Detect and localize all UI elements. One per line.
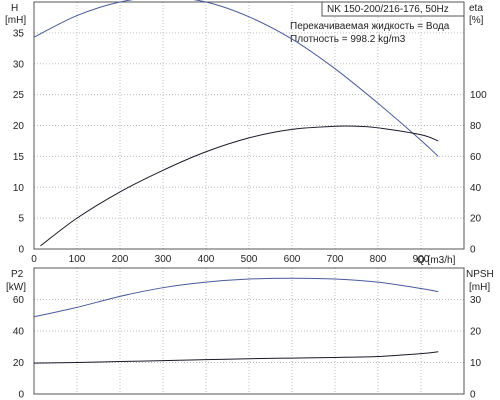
head-axis-unit: [mH] [5, 15, 26, 26]
efficiency-curve [40, 125, 439, 247]
right-tick-label: 20 [470, 327, 482, 338]
right-tick-label: 80 [470, 121, 482, 132]
model-label-box [321, 1, 465, 17]
power-axis-unit: [kW] [6, 282, 26, 293]
npsh-axis-unit: [mH] [469, 282, 490, 293]
left-tick-label: 0 [18, 390, 24, 400]
right-tick-label: 60 [470, 152, 482, 163]
eta-axis-unit: [%] [469, 15, 484, 26]
left-tick-label: 25 [13, 90, 25, 101]
x-tick-label: 700 [327, 254, 344, 265]
left-tick-label: 30 [13, 59, 25, 70]
x-tick-label: 900 [413, 254, 430, 265]
right-tick-label: 40 [470, 183, 482, 194]
model-label: NK 150-200/216-176, 50Hz [327, 4, 449, 15]
left-tick-label: 15 [13, 152, 25, 163]
x-tick-label: 800 [370, 254, 387, 265]
x-tick-label: 0 [31, 254, 37, 265]
x-tick-label: 100 [69, 254, 86, 265]
head-curve [33, 0, 439, 157]
eta-axis-title: eta [469, 3, 483, 14]
x-tick-label: 600 [284, 254, 301, 265]
x-tick-label: 400 [198, 254, 215, 265]
left-tick-label: 5 [18, 214, 24, 225]
npsh-axis-title: NPSH [466, 269, 494, 280]
series-layer [33, 0, 439, 364]
left-tick-label: 35 [13, 28, 25, 39]
x-tick-label: 200 [112, 254, 129, 265]
power-axis-title: P2 [11, 269, 24, 280]
npsh-curve [33, 351, 439, 364]
power-curve [33, 277, 439, 318]
left-tick-label: 60 [13, 295, 25, 306]
bottom-plot-frame [33, 267, 465, 395]
left-tick-label: 20 [13, 358, 25, 369]
liquid-label: Перекачиваемая жидкость = Вода [290, 21, 450, 32]
grid-layer [34, 2, 464, 394]
left-tick-label: 0 [18, 245, 24, 256]
head-axis-title: H [11, 3, 18, 14]
left-tick-label: 40 [13, 327, 25, 338]
left-tick-label: 20 [13, 121, 25, 132]
flow-axis-title: Q [m3/h] [417, 255, 456, 266]
left-tick-label: 10 [13, 183, 25, 194]
right-tick-label: 30 [470, 295, 482, 306]
right-tick-label: 0 [470, 245, 476, 256]
right-tick-label: 0 [470, 390, 476, 400]
right-tick-label: 100 [470, 90, 487, 101]
x-tick-label: 300 [155, 254, 172, 265]
density-label: Плотность = 998.2 kg/m3 [290, 34, 406, 45]
right-tick-label: 10 [470, 358, 482, 369]
x-tick-label: 500 [241, 254, 258, 265]
top-plot-frame [33, 1, 465, 250]
right-tick-label: 20 [470, 214, 482, 225]
